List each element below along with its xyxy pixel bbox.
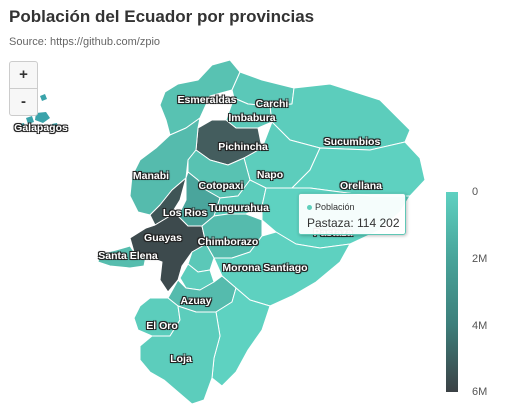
province-label-chimborazo: Chimborazo <box>197 236 259 248</box>
legend-tick: 2M <box>472 253 488 265</box>
legend-tick: 0 <box>472 186 479 198</box>
tooltip-series-name: Población <box>315 202 355 212</box>
province-label-galapagos: Galapagos <box>14 122 68 134</box>
province-label-loja: Loja <box>170 353 192 365</box>
province-label-santaelena: Santa Elena <box>98 250 158 262</box>
province-label-losrios: Los Rios <box>162 207 208 219</box>
series-dot-icon <box>307 205 312 211</box>
province-label-esmeraldas: Esmeraldas <box>177 94 237 106</box>
province-label-napo: Napo <box>256 169 284 181</box>
province-shape-galapagos[interactable] <box>20 94 58 129</box>
province-shape-santodomingo <box>149 177 187 226</box>
map-subtitle: Source: https://github.com/zpio <box>9 36 161 48</box>
map-title: Población del Ecuador por provincias <box>9 7 315 26</box>
province-label-pichincha: Pichincha <box>218 141 268 153</box>
province-label-eloro: El Oro <box>146 320 178 332</box>
province-label-guayas: Guayas <box>144 232 182 244</box>
legend-tick: 4M <box>472 320 488 332</box>
tooltip-value: Pastaza: 114 202 <box>307 216 400 230</box>
province-label-imbabura: Imbabura <box>228 112 276 124</box>
province-shape-loja[interactable] <box>139 305 221 405</box>
zoom-out-button[interactable]: - <box>21 93 26 110</box>
tooltip-header: Población <box>307 202 355 212</box>
legend-gradient-bar <box>446 192 458 392</box>
province-shape-santaelena[interactable] <box>97 245 147 269</box>
province-label-tungurahua: Tungurahua <box>209 202 269 214</box>
zoom-control: + - <box>9 61 38 116</box>
province-label-manabi: Manabi <box>132 170 170 182</box>
zoom-in-button[interactable]: + <box>10 62 37 89</box>
province-label-azuay: Azuay <box>180 295 212 307</box>
province-label-carchi: Carchi <box>255 98 289 110</box>
province-shape-morona[interactable] <box>213 231 351 307</box>
legend-tick: 6M <box>472 386 488 398</box>
province-shape-esmeraldas[interactable] <box>159 59 241 136</box>
province-label-sucumbios: Sucumbios <box>323 136 381 148</box>
province-label-cotopaxi: Cotopaxi <box>198 180 244 192</box>
province-label-orellana: Orellana <box>339 180 383 192</box>
province-label-morona: Morona Santiago <box>222 262 308 274</box>
map-tooltip: Población Pastaza: 114 202 <box>298 193 406 235</box>
